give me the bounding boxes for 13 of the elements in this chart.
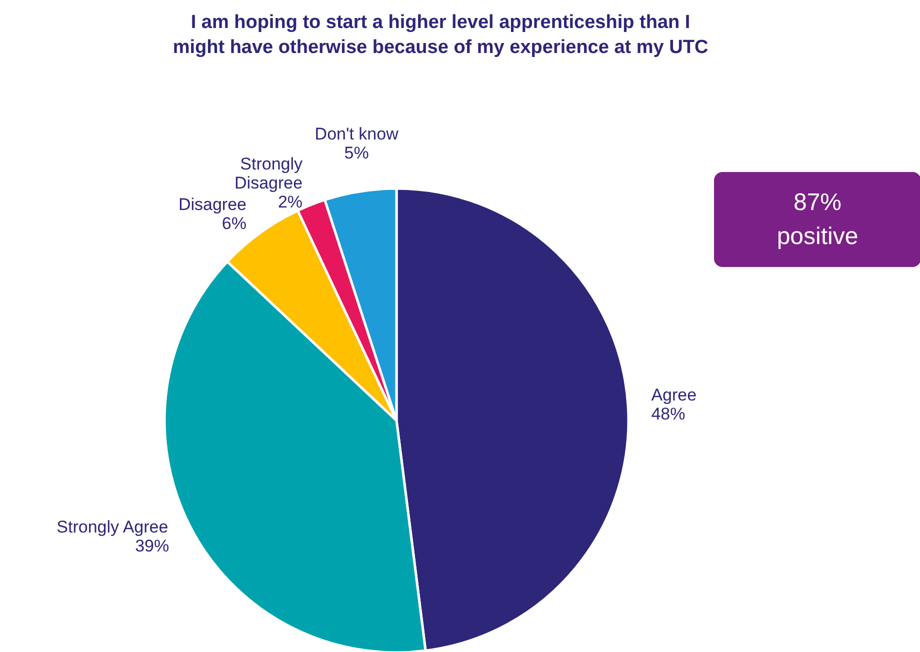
data-label: 39% — [135, 536, 170, 556]
slice-label: Disagree — [178, 195, 247, 214]
data-label: 6% — [222, 214, 247, 234]
category-label: Strongly — [240, 154, 303, 174]
text: 87% positive — [776, 189, 858, 250]
slice-label: Strongly Agree — [56, 517, 168, 536]
data-label: 5% — [344, 143, 369, 162]
slice-label: Agree — [651, 385, 697, 404]
chart-title: I am hoping to start a higher level apprenticeship than I might have otherwise because of my experience at my UTC — [172, 12, 708, 58]
data-label: 2% — [278, 192, 303, 212]
slice-label: Don't know — [314, 124, 400, 144]
data-label: 48% — [651, 404, 686, 424]
slice-label: Disagree — [234, 174, 303, 193]
